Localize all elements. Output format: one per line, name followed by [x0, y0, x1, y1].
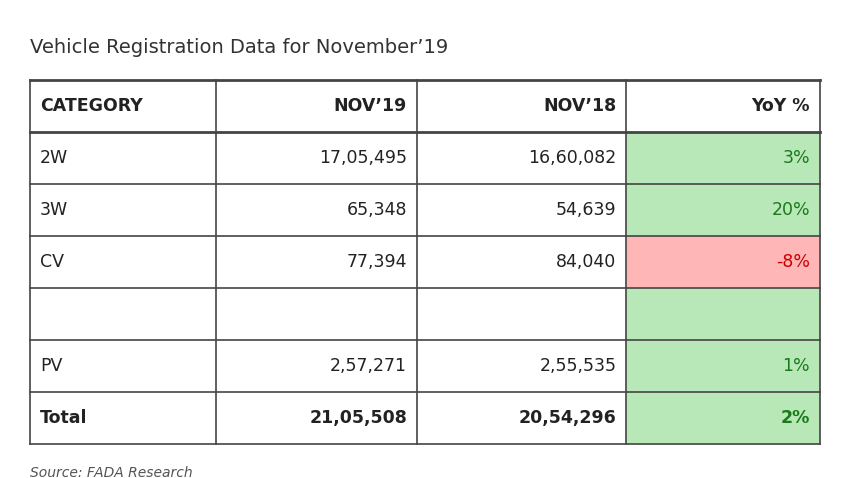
- Bar: [216, 236, 417, 288]
- Bar: [30, 340, 216, 392]
- Text: 1%: 1%: [782, 357, 810, 375]
- Text: CATEGORY: CATEGORY: [40, 97, 143, 115]
- Text: -8%: -8%: [776, 253, 810, 271]
- Text: 54,639: 54,639: [556, 201, 616, 219]
- Bar: [30, 184, 216, 236]
- Text: NOV’19: NOV’19: [334, 97, 407, 115]
- Text: 3%: 3%: [782, 149, 810, 167]
- Bar: [30, 392, 216, 444]
- Text: 2,57,271: 2,57,271: [330, 357, 407, 375]
- Text: 21,05,508: 21,05,508: [309, 409, 407, 427]
- Bar: [417, 184, 626, 236]
- Bar: [626, 184, 820, 236]
- Bar: [216, 184, 417, 236]
- Text: 65,348: 65,348: [347, 201, 407, 219]
- Bar: [626, 288, 820, 340]
- Bar: [30, 80, 820, 132]
- Text: Total: Total: [40, 409, 88, 427]
- Bar: [216, 132, 417, 184]
- Text: NOV’18: NOV’18: [543, 97, 616, 115]
- Bar: [626, 132, 820, 184]
- Bar: [417, 236, 626, 288]
- Text: Vehicle Registration Data for November’19: Vehicle Registration Data for November’1…: [30, 38, 448, 57]
- Text: 2%: 2%: [780, 409, 810, 427]
- Bar: [30, 236, 216, 288]
- Text: 17,05,495: 17,05,495: [319, 149, 407, 167]
- Bar: [417, 288, 626, 340]
- Bar: [626, 340, 820, 392]
- Text: 2W: 2W: [40, 149, 68, 167]
- Bar: [626, 236, 820, 288]
- Text: 16,60,082: 16,60,082: [528, 149, 616, 167]
- Bar: [216, 340, 417, 392]
- Text: 3W: 3W: [40, 201, 68, 219]
- Text: Source: FADA Research: Source: FADA Research: [30, 466, 193, 478]
- Bar: [417, 340, 626, 392]
- Bar: [417, 392, 626, 444]
- Text: 77,394: 77,394: [347, 253, 407, 271]
- Text: CV: CV: [40, 253, 64, 271]
- Text: PV: PV: [40, 357, 62, 375]
- Bar: [30, 132, 216, 184]
- Bar: [417, 132, 626, 184]
- Bar: [30, 288, 216, 340]
- Text: 20%: 20%: [771, 201, 810, 219]
- Bar: [626, 392, 820, 444]
- Bar: [216, 288, 417, 340]
- Text: 84,040: 84,040: [556, 253, 616, 271]
- Text: YoY %: YoY %: [751, 97, 810, 115]
- Text: 20,54,296: 20,54,296: [518, 409, 616, 427]
- Bar: [216, 392, 417, 444]
- Text: 2,55,535: 2,55,535: [540, 357, 616, 375]
